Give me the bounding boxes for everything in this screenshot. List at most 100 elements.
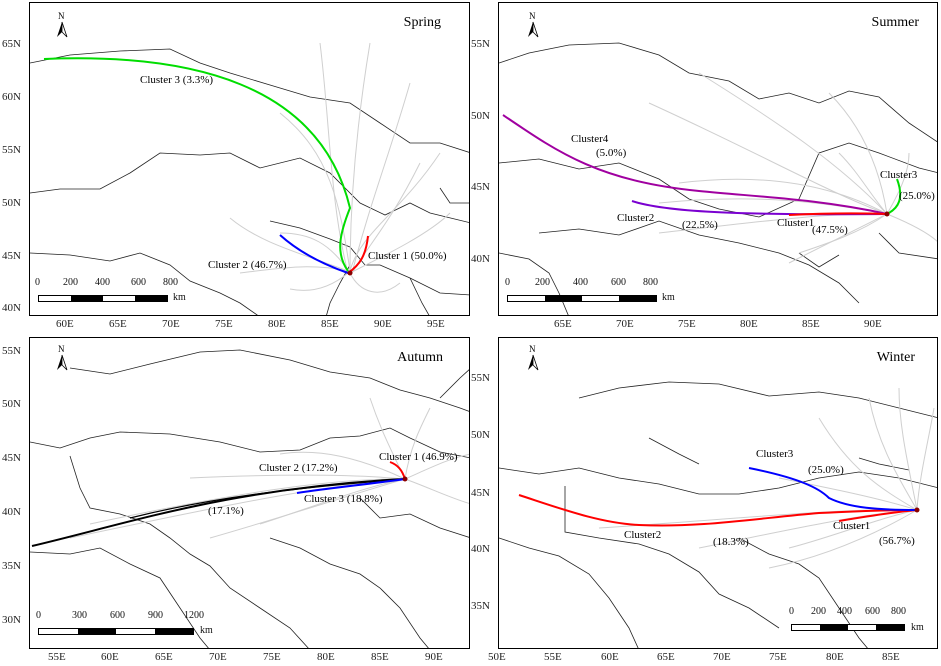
- lat-label: 40N: [2, 302, 21, 314]
- lat-label: 45N: [2, 452, 21, 464]
- cluster-2-trajectory: [279, 234, 349, 274]
- svg-text:N: N: [529, 11, 536, 21]
- lon-label: 60E: [56, 318, 74, 330]
- scale-bar: [38, 295, 168, 302]
- lon-label: 70E: [162, 318, 180, 330]
- lat-label: 60N: [2, 91, 21, 103]
- lon-label: 70E: [616, 318, 634, 330]
- lon-label: 80E: [317, 651, 335, 663]
- lon-label: 75E: [769, 651, 787, 663]
- svg-text:N: N: [58, 344, 65, 354]
- cluster-1-label: Cluster 1 (50.0%): [368, 250, 447, 262]
- lat-label: 40N: [471, 543, 490, 555]
- spring-map-svg: [30, 42, 469, 315]
- winter-map-svg: [499, 381, 937, 648]
- background-trajectories: [69, 397, 469, 539]
- lon-label: 80E: [268, 318, 286, 330]
- lon-label: 65E: [657, 651, 675, 663]
- map-panel-winter: Winter N Cluster3 (25.0%) Cluster1 (56.7…: [498, 337, 938, 649]
- lat-label: 55N: [471, 38, 490, 50]
- lat-label: 35N: [471, 600, 490, 612]
- lon-label: 65E: [155, 651, 173, 663]
- cluster-2-pct: (18.3%): [713, 536, 749, 548]
- map-panel-spring: Spring N Cluster 3 (3.3%) Cluster 2 (46.…: [29, 2, 470, 316]
- north-arrow-icon: N: [525, 11, 541, 39]
- lon-label: 75E: [215, 318, 233, 330]
- cluster-1-pct: (47.5%): [812, 224, 848, 236]
- lon-label: 75E: [263, 651, 281, 663]
- cluster-1-trajectory: [788, 212, 888, 216]
- lon-label: 85E: [371, 651, 389, 663]
- cluster-3-pct: (25.0%): [899, 190, 935, 202]
- scale-unit: km: [662, 292, 675, 303]
- lon-label: 90E: [374, 318, 392, 330]
- lon-label: 95E: [427, 318, 445, 330]
- lon-label: 50E: [488, 651, 506, 663]
- cluster-3-pct: (25.0%): [808, 464, 844, 476]
- lat-label: 65N: [2, 38, 21, 50]
- map-panel-summer: Summer N Cluster4 (5.0%) Cluster3 (25.0%…: [498, 2, 938, 316]
- cluster-3-trajectory: [748, 467, 918, 511]
- country-borders: [30, 349, 469, 648]
- source-point: [402, 476, 408, 482]
- cluster-4-label: (17.1%): [208, 505, 244, 517]
- north-arrow-icon: N: [525, 344, 541, 372]
- background-trajectories: [648, 72, 937, 264]
- lon-label: 90E: [425, 651, 443, 663]
- lat-label: 55N: [2, 345, 21, 357]
- lon-label: 90E: [864, 318, 882, 330]
- season-title: Spring: [403, 15, 441, 30]
- cluster-4-trajectory: [502, 114, 888, 215]
- svg-text:N: N: [58, 11, 65, 21]
- season-title: Summer: [871, 15, 919, 30]
- scale-bar: [791, 624, 905, 631]
- cluster-3-label: Cluster3: [880, 169, 918, 181]
- season-title: Winter: [876, 350, 915, 365]
- cluster-1-label: Cluster 1 (46.9%): [379, 451, 458, 463]
- summer-map-svg: [499, 42, 937, 315]
- cluster-3-trajectory: [886, 178, 902, 215]
- autumn-map-svg: [30, 349, 469, 648]
- cluster-2-trajectory: [518, 494, 918, 527]
- cluster-3-label: Cluster 3 (18.8%): [304, 493, 383, 505]
- lon-label: 55E: [48, 651, 66, 663]
- cluster-1-pct: (56.7%): [879, 535, 915, 547]
- cluster-3-trajectory: [296, 478, 406, 494]
- lat-label: 45N: [2, 250, 21, 262]
- north-arrow-icon: N: [54, 344, 70, 372]
- lon-label: 60E: [601, 651, 619, 663]
- lat-label: 50N: [2, 398, 21, 410]
- scale-bar: [507, 295, 657, 302]
- cluster-2-pct: (22.5%): [682, 219, 718, 231]
- cluster-3-label: Cluster3: [756, 448, 794, 460]
- source-point: [347, 270, 353, 276]
- cluster-3-trajectory: [43, 57, 352, 272]
- cluster-2-label: Cluster 2 (46.7%): [208, 259, 287, 271]
- lon-label: 85E: [802, 318, 820, 330]
- cluster-2-label: Cluster2: [624, 529, 662, 541]
- lon-label: 70E: [713, 651, 731, 663]
- lon-label: 85E: [882, 651, 900, 663]
- cluster-2-label: Cluster 2 (17.2%): [259, 462, 338, 474]
- cluster-4-label: Cluster4: [571, 133, 609, 145]
- lon-label: 60E: [101, 651, 119, 663]
- scale-unit: km: [200, 625, 213, 636]
- lon-label: 55E: [544, 651, 562, 663]
- season-title: Autumn: [397, 350, 443, 365]
- lat-label: 55N: [471, 372, 490, 384]
- lat-label: 45N: [471, 487, 490, 499]
- lon-label: 75E: [678, 318, 696, 330]
- lat-label: 45N: [471, 181, 490, 193]
- lat-label: 50N: [471, 110, 490, 122]
- map-panel-autumn: Autumn N Cluster 1 (46.9%) Cluster 2 (17…: [29, 337, 470, 649]
- cluster-1-label: Cluster1: [777, 217, 815, 229]
- lat-label: 40N: [471, 253, 490, 265]
- source-point: [914, 507, 920, 513]
- lat-label: 50N: [471, 429, 490, 441]
- lat-label: 50N: [2, 197, 21, 209]
- svg-text:N: N: [529, 344, 536, 354]
- lon-label: 80E: [740, 318, 758, 330]
- lon-label: 85E: [321, 318, 339, 330]
- lon-label: 70E: [209, 651, 227, 663]
- cluster-2-label: Cluster2: [617, 212, 655, 224]
